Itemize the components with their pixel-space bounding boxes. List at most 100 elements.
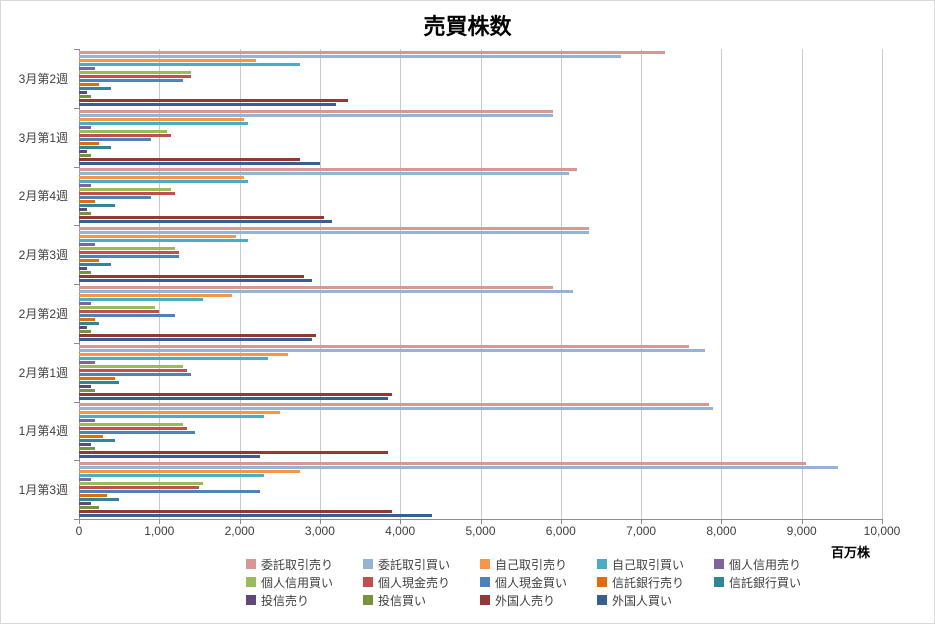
bar [79, 82, 100, 86]
legend-label: 委託取引買い [378, 557, 451, 572]
bar [79, 309, 160, 313]
legend-item: 個人信用売り [714, 557, 831, 572]
x-tick-label: 2,000 [224, 524, 255, 538]
y-tick-mark [74, 401, 79, 403]
bar [79, 220, 332, 224]
bar [79, 431, 196, 435]
bar [79, 192, 176, 196]
bar [79, 415, 264, 419]
legend-swatch-icon [714, 577, 724, 587]
bar [79, 455, 260, 459]
bar [79, 271, 92, 275]
x-tick-label: 5,000 [465, 524, 496, 538]
legend-label: 自己取引買い [612, 557, 685, 572]
legend-item: 委託取引売り [246, 557, 363, 572]
bar [79, 113, 553, 117]
legend-swatch-icon [480, 559, 490, 569]
bar [79, 364, 184, 368]
legend-item: 外国人買い [597, 593, 714, 608]
bar [79, 348, 706, 352]
bar [79, 435, 104, 439]
bar [79, 90, 88, 94]
legend-swatch-icon [246, 577, 256, 587]
bar [79, 208, 88, 212]
legend-swatch-icon [363, 577, 373, 587]
gridline [560, 49, 562, 519]
legend-item: 委託取引買い [363, 557, 480, 572]
bar-group [79, 460, 882, 519]
legend-label: 個人信用買い [261, 575, 334, 590]
bar [79, 74, 192, 78]
bar [79, 184, 92, 188]
bar [79, 172, 569, 176]
bar [79, 70, 192, 74]
x-tick-mark [560, 519, 562, 524]
y-axis-category-labels: 3月第2週 3月第1週 2月第4週 2月第3週 2月第2週 2月第1週 1月第4週 1月第3週 [1, 49, 73, 519]
gridline [159, 49, 161, 519]
y-tick-mark [74, 49, 79, 50]
bar [79, 263, 112, 267]
bar [79, 94, 92, 98]
bar [79, 168, 577, 172]
bar [79, 267, 88, 271]
bar [79, 356, 268, 360]
bar [79, 196, 152, 200]
bar [79, 384, 92, 388]
bar [79, 325, 88, 329]
bar [79, 212, 92, 216]
x-tick-mark [480, 519, 482, 524]
bar [79, 329, 92, 333]
bar [79, 200, 96, 204]
category-label: 2月第3週 [18, 248, 68, 263]
legend-swatch-icon [714, 559, 724, 569]
legend-swatch-icon [246, 595, 256, 605]
legend-swatch-icon [597, 577, 607, 587]
bar [79, 141, 100, 145]
bar [79, 109, 553, 113]
legend-label: 信託銀行買い [729, 575, 802, 590]
category-label: 3月第1週 [18, 130, 68, 145]
bar [79, 321, 100, 325]
category-label: 1月第3週 [18, 483, 68, 498]
bar [79, 427, 188, 431]
y-tick-mark [74, 342, 79, 344]
legend-item: 投信買い [363, 593, 480, 608]
legend-label: 外国人買い [612, 593, 673, 608]
y-tick-mark [74, 166, 79, 168]
x-tick-label: 9,000 [786, 524, 817, 538]
bar [79, 153, 92, 157]
x-axis-unit-label: 百万株 [831, 545, 871, 560]
legend-label: 個人現金売り [378, 575, 451, 590]
x-tick-mark [319, 519, 321, 524]
gridline [882, 49, 883, 519]
bar [79, 121, 248, 125]
bar [79, 372, 192, 376]
legend-label: 投信売り [261, 593, 310, 608]
x-tick-mark [641, 519, 643, 524]
bar [79, 392, 393, 396]
bar [79, 62, 300, 66]
x-tick-mark [239, 519, 241, 524]
legend-swatch-icon [363, 559, 373, 569]
bar-group [79, 402, 882, 461]
bar [79, 58, 256, 62]
gridline [400, 49, 402, 519]
gridline [721, 49, 723, 519]
bar [79, 149, 88, 153]
bar-group [79, 284, 882, 343]
bar [79, 247, 176, 251]
bar [79, 216, 324, 220]
bar [79, 78, 184, 82]
y-tick-mark [74, 284, 79, 285]
bar [79, 293, 232, 297]
bar [79, 368, 188, 372]
bar [79, 239, 248, 243]
bar [79, 510, 393, 514]
bar-group [79, 167, 882, 226]
bar [79, 439, 116, 443]
x-tick-mark [400, 519, 402, 524]
x-tick-mark [882, 519, 883, 524]
bar [79, 180, 248, 184]
x-tick-mark [79, 519, 80, 524]
legend-swatch-icon [480, 577, 490, 587]
